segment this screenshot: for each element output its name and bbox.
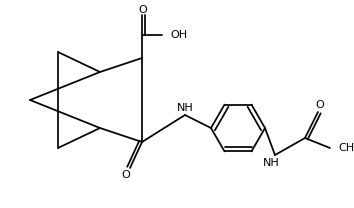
Text: O: O: [316, 100, 324, 110]
Text: O: O: [122, 170, 130, 180]
Text: NH: NH: [177, 103, 193, 113]
Text: CH₃: CH₃: [338, 143, 354, 153]
Text: OH: OH: [170, 30, 187, 40]
Text: O: O: [139, 5, 147, 15]
Text: NH: NH: [263, 158, 279, 168]
